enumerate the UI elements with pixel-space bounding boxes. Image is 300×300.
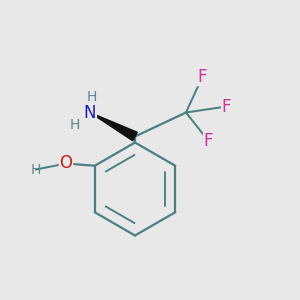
Text: F: F: [222, 98, 231, 116]
Text: F: F: [198, 68, 207, 85]
Text: O: O: [59, 154, 73, 172]
Text: H: H: [70, 118, 80, 132]
Polygon shape: [90, 112, 137, 141]
Text: N: N: [84, 103, 96, 122]
Text: F: F: [204, 132, 213, 150]
Text: H: H: [31, 163, 41, 176]
Text: H: H: [86, 90, 97, 104]
